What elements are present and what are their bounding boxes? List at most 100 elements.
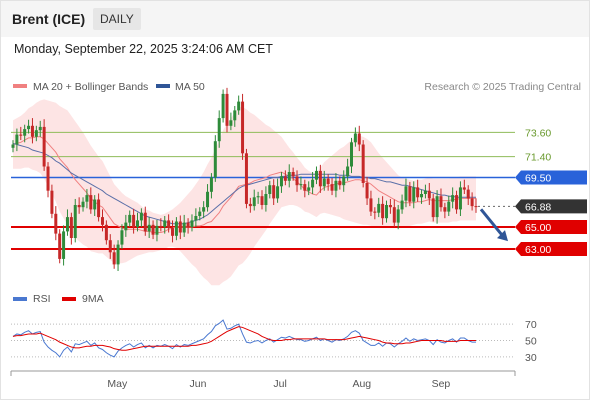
candle bbox=[326, 174, 330, 191]
projection-arrow-head bbox=[497, 230, 508, 242]
legend-label-ma20: MA 20 + Bollinger Bands bbox=[33, 81, 148, 93]
candle bbox=[124, 214, 128, 237]
candle bbox=[279, 172, 283, 193]
candle bbox=[143, 206, 147, 236]
candle bbox=[447, 195, 451, 216]
candle bbox=[291, 167, 295, 181]
candle bbox=[93, 195, 97, 216]
candle bbox=[89, 187, 93, 214]
candle bbox=[23, 124, 27, 143]
candle bbox=[264, 186, 268, 212]
x-tick-label: Aug bbox=[352, 378, 371, 390]
projection-arrow-shaft bbox=[479, 208, 504, 237]
candle bbox=[65, 209, 69, 236]
candle bbox=[136, 212, 140, 232]
candle bbox=[244, 148, 248, 209]
candle bbox=[120, 224, 124, 249]
candle bbox=[462, 179, 466, 194]
candle bbox=[385, 200, 389, 223]
candle bbox=[455, 190, 459, 214]
candle bbox=[62, 225, 66, 266]
candle bbox=[377, 197, 381, 218]
candle bbox=[27, 119, 31, 134]
candle bbox=[11, 140, 15, 153]
level-tag-5 bbox=[515, 242, 587, 256]
candle bbox=[58, 229, 62, 264]
candle bbox=[85, 189, 89, 209]
x-tick-label: Jun bbox=[190, 378, 207, 390]
candle bbox=[77, 197, 81, 214]
level-tag-2 bbox=[515, 170, 587, 185]
candle bbox=[287, 164, 291, 188]
legend: MA 20 + Bollinger Bands MA 50 Research ©… bbox=[13, 81, 581, 93]
candle bbox=[396, 205, 400, 230]
candle bbox=[73, 198, 77, 243]
candle bbox=[392, 199, 396, 227]
candle bbox=[353, 127, 357, 147]
level-label-0: 73.60 bbox=[525, 127, 551, 139]
candle bbox=[202, 201, 206, 219]
candle bbox=[404, 178, 408, 208]
candle bbox=[174, 217, 178, 241]
candle bbox=[108, 234, 112, 259]
timeframe-badge[interactable]: DAILY bbox=[93, 8, 141, 30]
candle bbox=[225, 87, 229, 133]
candle bbox=[42, 119, 46, 171]
level-label-5: 63.00 bbox=[525, 244, 551, 256]
legend-label-ma50: MA 50 bbox=[175, 81, 205, 93]
level-label-4: 65.00 bbox=[525, 222, 551, 234]
x-tick-label: May bbox=[107, 378, 128, 390]
candle bbox=[303, 179, 307, 198]
candle bbox=[408, 181, 412, 207]
candle bbox=[155, 219, 159, 242]
candle bbox=[466, 185, 470, 205]
candle bbox=[439, 188, 443, 212]
rsi-tick-70: 70 bbox=[525, 319, 537, 331]
instrument-title: Brent (ICE) bbox=[12, 11, 86, 27]
candle bbox=[338, 176, 342, 190]
header-bar: Brent (ICE) DAILY bbox=[1, 1, 589, 37]
candle bbox=[206, 184, 210, 212]
candle bbox=[423, 184, 427, 199]
candle bbox=[431, 194, 435, 222]
candle bbox=[163, 216, 167, 234]
candle bbox=[209, 173, 213, 199]
candle bbox=[81, 197, 85, 212]
candle bbox=[458, 181, 462, 216]
legend-swatch-ma20 bbox=[13, 84, 27, 88]
candle bbox=[248, 197, 252, 213]
candle bbox=[334, 173, 338, 198]
candle bbox=[194, 208, 198, 227]
candle bbox=[474, 198, 478, 213]
candle bbox=[330, 178, 334, 196]
candles bbox=[11, 87, 478, 271]
candle bbox=[388, 198, 392, 214]
candle bbox=[237, 95, 241, 115]
candle bbox=[283, 170, 287, 186]
candle bbox=[256, 191, 260, 204]
candle bbox=[128, 210, 132, 227]
level-lines bbox=[11, 131, 515, 250]
candle bbox=[151, 220, 155, 240]
candle bbox=[147, 217, 151, 238]
rsi-series-9ma bbox=[12, 326, 476, 351]
candle bbox=[100, 209, 104, 232]
candle bbox=[361, 140, 365, 188]
level-tag-4 bbox=[515, 220, 587, 234]
candle bbox=[427, 183, 431, 205]
level-label-1: 71.40 bbox=[525, 152, 551, 164]
candle bbox=[420, 189, 424, 204]
candle bbox=[369, 190, 373, 216]
legend-label-rsi: RSI bbox=[33, 293, 51, 305]
level-label-2: 69.50 bbox=[525, 173, 551, 185]
candle bbox=[182, 214, 186, 237]
candle bbox=[318, 164, 322, 193]
candle bbox=[276, 178, 280, 203]
candle bbox=[299, 176, 303, 190]
rsi-tick-50: 50 bbox=[525, 336, 537, 348]
candle bbox=[139, 208, 143, 227]
candle bbox=[178, 215, 182, 240]
candle bbox=[190, 214, 194, 232]
x-tick-label: Sep bbox=[432, 378, 451, 390]
